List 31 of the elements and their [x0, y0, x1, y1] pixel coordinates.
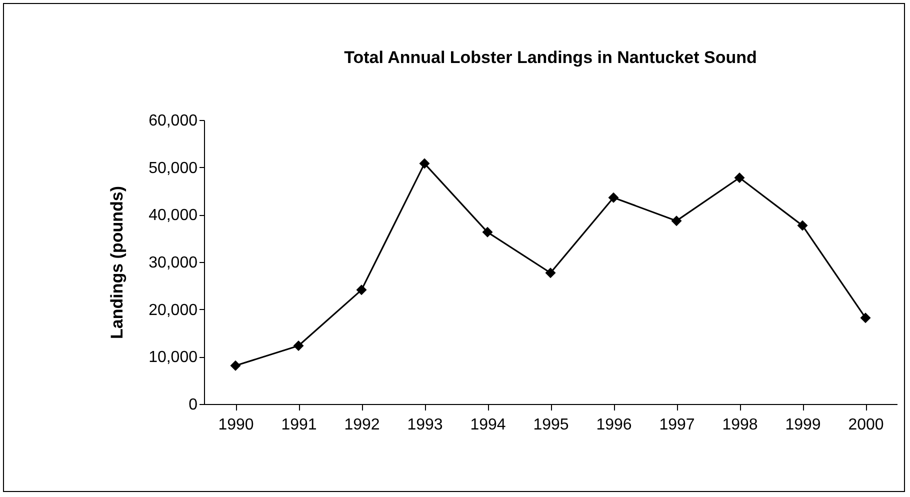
- x-tick-label: 1991: [281, 416, 317, 434]
- point: [293, 340, 304, 352]
- x-tick-label: 1998: [722, 416, 758, 434]
- x-tick-label: 1994: [470, 416, 506, 434]
- y-tick-label: 50,000: [148, 160, 198, 177]
- y-axis-title: Landings (pounds): [108, 186, 127, 339]
- point: [608, 192, 619, 203]
- point: [230, 360, 241, 371]
- y-tick-label: 40,000: [148, 207, 198, 224]
- point: [734, 172, 745, 183]
- x-tick-label: 1995: [533, 416, 569, 434]
- y-tick-label: 20,000: [148, 302, 198, 319]
- x-tick-label: 1996: [596, 416, 632, 434]
- y-tick-label: 30,000: [148, 254, 198, 272]
- x-tick-label: 1990: [218, 416, 254, 434]
- x-tick-label: 1992: [344, 416, 380, 434]
- x-tick-label: 1993: [407, 416, 443, 434]
- point: [797, 220, 808, 231]
- point: [356, 284, 367, 296]
- point: [545, 268, 556, 278]
- point: [419, 158, 430, 169]
- chart-title: Total Annual Lobster Landings in Nantucket Sound: [344, 48, 757, 67]
- x-tick-label: 2000: [848, 416, 884, 434]
- y-tick-label: 10,000: [148, 349, 198, 366]
- point: [860, 312, 871, 324]
- y-tick-label: 60,000: [148, 112, 198, 130]
- y-tick-label: 0: [188, 396, 198, 414]
- x-tick-label: 1999: [785, 416, 821, 434]
- x-tick-label: 1997: [659, 416, 695, 434]
- point: [671, 216, 682, 226]
- point: [482, 226, 493, 238]
